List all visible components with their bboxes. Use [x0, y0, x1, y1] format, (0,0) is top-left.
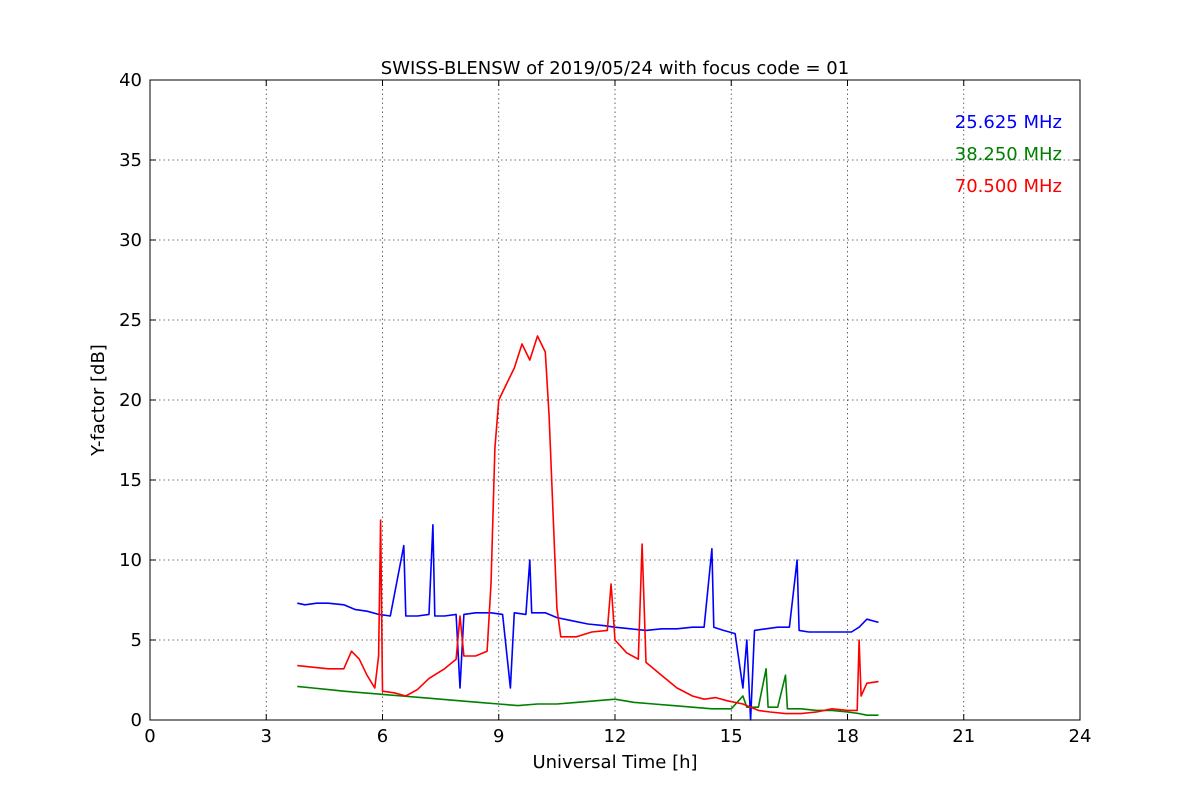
series-line-2 — [297, 668, 879, 716]
y-tick-label: 20 — [119, 390, 142, 411]
y-tick-label: 30 — [119, 230, 142, 251]
x-tick-label: 0 — [144, 726, 155, 747]
y-tick-label: 10 — [119, 550, 142, 571]
y-tick-label: 40 — [119, 70, 142, 91]
legend: 25.625 MHz 38.250 MHz 70.500 MHz — [955, 112, 1062, 197]
x-axis-title: Universal Time [h] — [532, 752, 697, 773]
series-lines — [297, 335, 879, 721]
y-tick-label: 25 — [119, 310, 142, 331]
x-tick-label: 6 — [377, 726, 388, 747]
x-tick-label: 9 — [493, 726, 504, 747]
x-tick-label: 3 — [261, 726, 272, 747]
axis-ticks: 0 3 6 9 12 15 18 21 24 0 5 10 15 20 25 30 35 40 — [119, 70, 1091, 747]
y-tick-label: 5 — [131, 630, 142, 651]
y-tick-label: 0 — [131, 710, 142, 731]
x-tick-label: 18 — [836, 726, 859, 747]
x-tick-label: 12 — [604, 726, 627, 747]
y-axis-title: Y-factor [dB] — [88, 344, 109, 457]
x-tick-label: 24 — [1069, 726, 1092, 747]
chart-title: SWISS-BLENSW of 2019/05/24 with focus co… — [381, 58, 849, 79]
series-line-1 — [297, 524, 879, 721]
legend-entry-1: 25.625 MHz — [955, 112, 1062, 133]
x-tick-label: 15 — [720, 726, 743, 747]
y-tick-label: 35 — [119, 150, 142, 171]
x-tick-label: 21 — [952, 726, 975, 747]
series-line-3 — [297, 335, 879, 715]
legend-entry-2: 38.250 MHz — [955, 144, 1062, 165]
legend-entry-3: 70.500 MHz — [955, 176, 1062, 197]
y-tick-label: 15 — [119, 470, 142, 491]
